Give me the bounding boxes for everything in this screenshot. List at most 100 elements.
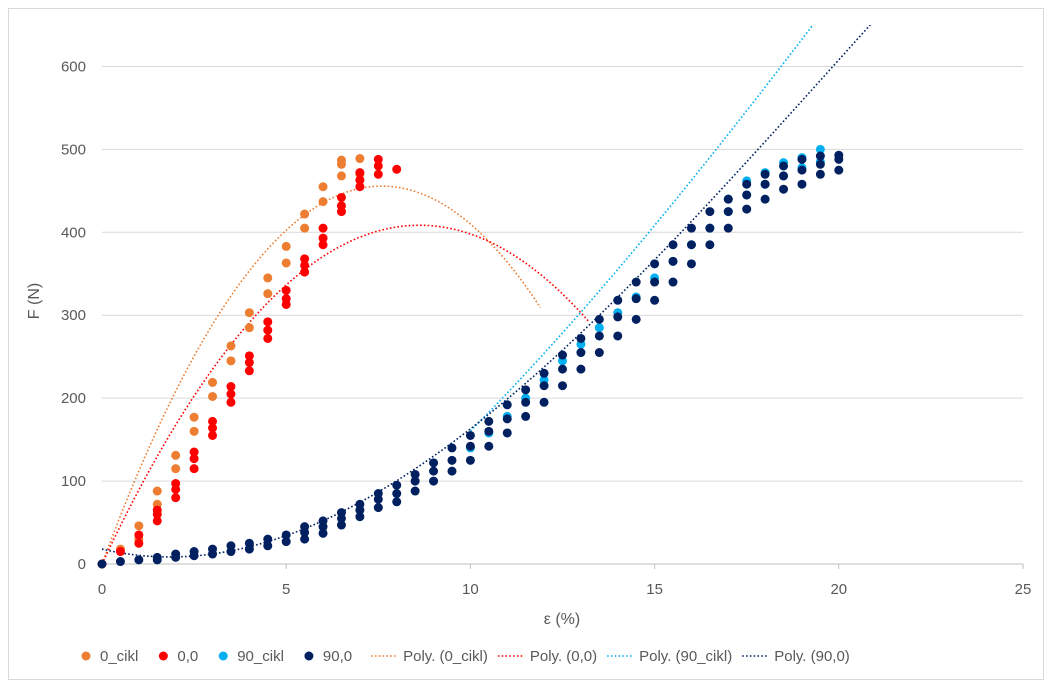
data-point xyxy=(281,530,291,540)
data-point xyxy=(521,385,531,395)
legend-label: 0,0 xyxy=(177,648,198,665)
x-tick-label: 15 xyxy=(646,581,663,598)
data-point xyxy=(300,254,310,264)
data-point xyxy=(429,466,439,476)
data-point xyxy=(244,323,254,333)
data-point xyxy=(355,512,365,522)
legend-label: 0_cikl xyxy=(100,648,138,665)
data-point xyxy=(668,256,678,266)
x-tick-label: 0 xyxy=(98,581,106,598)
data-point xyxy=(226,541,236,551)
data-point xyxy=(760,194,770,204)
data-point xyxy=(465,441,475,451)
data-point xyxy=(318,223,328,233)
data-point xyxy=(189,454,199,464)
data-point xyxy=(300,267,310,277)
data-point xyxy=(502,414,512,424)
data-point xyxy=(539,368,549,378)
trendlines xyxy=(101,25,872,564)
data-point xyxy=(336,155,346,165)
data-point xyxy=(152,505,162,515)
data-point xyxy=(208,416,218,426)
data-point xyxy=(318,528,328,538)
data-point xyxy=(226,397,236,407)
data-point xyxy=(244,351,254,361)
y-tick-label: 500 xyxy=(61,141,86,158)
data-point xyxy=(705,207,715,217)
data-point xyxy=(521,411,531,421)
data-point xyxy=(668,240,678,250)
legend-marker xyxy=(218,651,228,661)
data-point xyxy=(779,184,789,194)
data-point xyxy=(336,520,346,530)
data-point xyxy=(189,412,199,422)
data-point xyxy=(723,223,733,233)
data-point xyxy=(392,497,402,507)
data-point xyxy=(723,207,733,217)
data-point xyxy=(686,240,696,250)
data-point xyxy=(742,190,752,200)
legend: 0_cikl 0,0 90_cikl 90,0 Poly. (0_cikl) Poly. … xyxy=(81,648,850,665)
legend-label: 90,0 xyxy=(323,648,352,665)
data-point xyxy=(355,499,365,509)
trendline xyxy=(101,25,872,558)
data-point xyxy=(447,466,457,476)
data-point xyxy=(318,233,328,243)
data-point xyxy=(300,209,310,219)
data-point xyxy=(668,277,678,287)
y-tick-label: 300 xyxy=(61,307,86,324)
data-point xyxy=(594,323,604,333)
data-point xyxy=(115,547,125,557)
data-point xyxy=(502,400,512,410)
data-point xyxy=(355,182,365,192)
data-point xyxy=(392,489,402,499)
data-point xyxy=(134,555,144,565)
data-point xyxy=(815,159,825,169)
data-point xyxy=(410,469,420,479)
data-point xyxy=(189,447,199,457)
data-point xyxy=(392,480,402,490)
data-point xyxy=(742,204,752,214)
data-point xyxy=(539,397,549,407)
data-point xyxy=(686,223,696,233)
data-point xyxy=(263,325,273,335)
data-point xyxy=(281,241,291,251)
data-point xyxy=(336,508,346,518)
data-point xyxy=(189,464,199,474)
data-point xyxy=(281,294,291,304)
data-point xyxy=(650,259,660,269)
data-points xyxy=(97,144,844,569)
data-point xyxy=(742,179,752,189)
data-point xyxy=(447,443,457,453)
data-point xyxy=(834,150,844,160)
data-point xyxy=(355,154,365,164)
data-point xyxy=(760,169,770,179)
data-point xyxy=(558,381,567,391)
data-point xyxy=(484,426,494,436)
data-point xyxy=(226,356,236,366)
y-tick-label: 100 xyxy=(61,473,86,490)
data-point xyxy=(355,168,365,178)
data-point xyxy=(576,364,586,374)
data-point xyxy=(815,151,825,161)
data-point xyxy=(447,455,457,465)
tick-labels: 0 100 200 300 400 500 600 0 5 10 15 20 25 xyxy=(61,58,1031,598)
x-tick-label: 20 xyxy=(830,581,847,598)
data-point xyxy=(281,258,291,268)
legend-marker xyxy=(158,651,168,661)
data-point xyxy=(226,389,236,399)
data-point xyxy=(171,450,181,460)
data-point xyxy=(318,182,328,192)
data-point xyxy=(115,557,125,567)
data-point xyxy=(300,260,310,270)
y-tick-label: 200 xyxy=(61,390,86,407)
y-tick-label: 600 xyxy=(61,58,86,75)
data-point xyxy=(373,161,383,171)
data-point xyxy=(244,538,254,548)
data-point xyxy=(208,430,218,440)
data-point xyxy=(650,277,660,287)
data-point xyxy=(484,416,494,426)
data-point xyxy=(263,333,273,343)
data-point xyxy=(318,516,328,526)
data-point xyxy=(465,430,475,440)
